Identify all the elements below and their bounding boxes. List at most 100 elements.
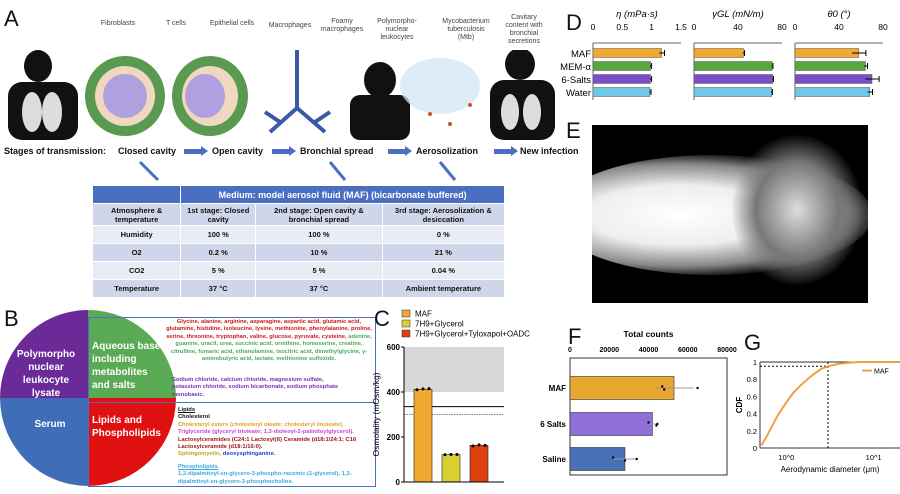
bar	[441, 454, 461, 483]
tick-label: 20000	[600, 347, 620, 354]
tick-label: 40	[834, 22, 844, 32]
data-point	[455, 453, 459, 457]
data-point	[696, 386, 699, 390]
data-point	[623, 459, 627, 462]
category-label: MAF	[571, 49, 591, 60]
cell-type-label: Macrophages	[268, 22, 312, 29]
legend-label: 7H9+Glycerol+Tyloxapol+OADC	[415, 330, 530, 339]
series-line-maf	[760, 361, 900, 446]
table-header: 1st stage: Closed cavity	[180, 203, 257, 226]
aerosol-spray-image	[592, 125, 868, 303]
table-cell: 0.2 %	[180, 243, 257, 262]
tick-label: 0.6	[747, 392, 757, 401]
data-point	[483, 443, 487, 447]
pie-serum	[0, 398, 88, 486]
legend-swatch	[401, 329, 411, 338]
stages-label: Stages of transmission:	[4, 146, 107, 156]
category-label: Water	[566, 88, 591, 99]
panel-d-label: D	[566, 10, 582, 35]
data-point	[661, 385, 664, 388]
data-point	[611, 456, 615, 459]
table-cell: 5 %	[255, 261, 383, 280]
data-point	[635, 457, 638, 461]
y-axis-label: CDF	[735, 397, 744, 414]
arrow-right-icon	[388, 146, 412, 156]
table-header: Atmosphere & temperature	[91, 203, 182, 226]
data-point	[415, 388, 419, 392]
tick-label: 80000	[717, 347, 737, 354]
table-title: Medium: model aerosol fluid (MAF) (bicar…	[180, 185, 505, 204]
arrow-right-icon	[184, 146, 208, 156]
table-row: Humidity 100 % 100 % 0 %	[91, 225, 506, 244]
category-label: 6 Salts	[540, 420, 566, 429]
tick-label: 10^0	[778, 453, 794, 462]
stage-bronchial-spread: Bronchial spread	[300, 146, 374, 156]
lipid-item: Cholesteryl esters (cholesteryl oleate; …	[178, 421, 344, 428]
arrow-right-icon	[272, 146, 296, 156]
bar	[592, 74, 651, 84]
cell-type-label: Mycobacterium tuberculosis (Mtb)	[442, 18, 490, 41]
tick-label: 0	[568, 347, 572, 354]
physical-properties-chart: MAF MEM-α 6-Salts Water η (mPa·s) 0 0.5 1 1.5 γGL…	[560, 9, 888, 100]
tick-label: 1	[753, 358, 757, 367]
table-cell: Humidity	[91, 225, 182, 244]
cdf-chart: 0 0.2 0.4 0.6 0.8 1 10^0 10^1 CDF Aerodynamic dia…	[735, 358, 900, 474]
bar	[469, 445, 489, 483]
bronchial-tree-icon	[263, 50, 332, 134]
data-point	[477, 443, 481, 447]
tick-label: 0.5	[616, 22, 628, 32]
table-cell: 37 °C	[180, 279, 257, 298]
bar	[592, 48, 662, 58]
legend-label: 7H9+Glycerol	[415, 320, 464, 329]
metabolites-text: adenine, guanine, uracil, urea, succinic…	[170, 333, 372, 363]
table-cell: 5 %	[180, 261, 257, 280]
data-point	[443, 453, 447, 457]
cell-type-label: T cells	[165, 20, 187, 27]
data-point	[647, 421, 650, 424]
osmolality-chart: MAF7H9+Glycerol7H9+Glycerol+Tyloxapol+OA…	[371, 310, 530, 488]
panel-b-label: B	[4, 306, 19, 331]
quadrant-label: Aqueous base including metabolites and s…	[92, 341, 161, 391]
panel-f-label: F	[568, 324, 582, 349]
category-label: 6-Salts	[561, 75, 591, 86]
open-cavity-illustration	[172, 56, 248, 136]
pie-lipids	[88, 398, 176, 486]
lipids-title: Lipids	[178, 407, 196, 413]
subplot-title: θ0 (°)	[827, 9, 850, 20]
panel-c-label: C	[374, 306, 390, 331]
table-cell: 100 %	[255, 225, 383, 244]
total-counts-chart: Total counts 0 20000 40000 60000 80000 MAF 6 Sa…	[540, 329, 737, 476]
bar	[592, 61, 651, 71]
table-cell: 0 %	[381, 225, 506, 244]
bar	[569, 412, 653, 436]
bar	[693, 61, 773, 71]
x-axis-label: Aerodynamic diameter (μm)	[781, 465, 880, 474]
pie-pmn-lysate	[0, 310, 88, 398]
tick-label: 40000	[639, 347, 659, 354]
sphingomyelin-text: Sphingomyelin,	[178, 451, 222, 458]
table-cell: 21 %	[381, 243, 506, 262]
data-point	[427, 387, 431, 391]
aerosol-illustration	[350, 58, 480, 140]
transmission-illustration	[8, 50, 555, 140]
tick-label: 0.8	[747, 375, 757, 384]
panel-e-label: E	[566, 118, 581, 143]
subplot-title: γGL (mN/m)	[712, 9, 764, 20]
tick-label: 0	[753, 444, 757, 453]
person-silhouette-left	[8, 50, 78, 140]
y-axis-label: Osmolality (mOsm/kg)	[371, 372, 381, 456]
data-point	[471, 444, 475, 448]
panel-g-label: G	[744, 330, 762, 355]
tick-label: 200	[387, 433, 401, 442]
bar	[693, 87, 772, 97]
table-header: 2nd stage: Open cavity & bronchial sprea…	[255, 203, 383, 226]
lipid-item: Cholesterol	[178, 414, 210, 421]
cell-type-label: Fibroblasts	[100, 20, 136, 27]
tick-label: 40	[733, 22, 743, 32]
lipid-components: Lipids Cholesterol Cholesteryl esters (ch…	[178, 407, 374, 486]
table-cell: 10 %	[255, 243, 383, 262]
lipid-item: Lactosylceramides (C24:1 Lactosyl(ß) Cer…	[178, 436, 357, 451]
conditions-table: Medium: model aerosol fluid (MAF) (bicar…	[91, 185, 506, 298]
arrow-right-icon	[494, 146, 518, 156]
quadrant-label: Serum	[34, 419, 66, 430]
